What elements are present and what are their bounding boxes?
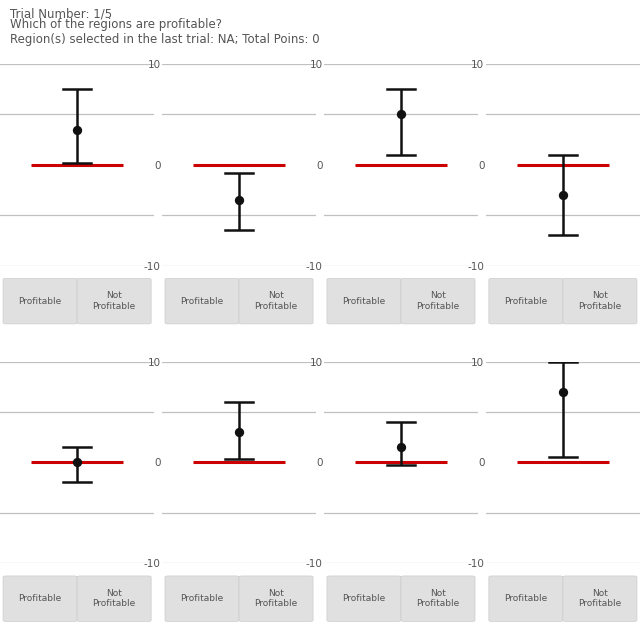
Text: Which of the regions are profitable?: Which of the regions are profitable?: [10, 18, 221, 31]
FancyBboxPatch shape: [401, 278, 475, 324]
Point: [396, 442, 406, 452]
Text: Profitable: Profitable: [180, 297, 223, 306]
FancyBboxPatch shape: [489, 278, 563, 324]
Point: [234, 427, 244, 437]
Text: Not
Profitable: Not Profitable: [255, 291, 298, 311]
Text: Region(s) selected in the last trial: NA; Total Poins: 0: Region(s) selected in the last trial: NA…: [10, 33, 319, 46]
Text: Not
Profitable: Not Profitable: [255, 589, 298, 609]
FancyBboxPatch shape: [239, 576, 313, 621]
Point: [558, 387, 568, 397]
FancyBboxPatch shape: [3, 576, 77, 621]
FancyBboxPatch shape: [489, 576, 563, 621]
Point: [72, 124, 82, 134]
Text: Not
Profitable: Not Profitable: [93, 291, 136, 311]
FancyBboxPatch shape: [563, 576, 637, 621]
FancyBboxPatch shape: [165, 278, 239, 324]
Text: Profitable: Profitable: [180, 594, 223, 603]
FancyBboxPatch shape: [563, 278, 637, 324]
FancyBboxPatch shape: [77, 576, 151, 621]
Point: [396, 109, 406, 120]
Text: Profitable: Profitable: [19, 297, 61, 306]
Text: Not
Profitable: Not Profitable: [579, 589, 621, 609]
Text: Not
Profitable: Not Profitable: [417, 589, 460, 609]
FancyBboxPatch shape: [3, 278, 77, 324]
FancyBboxPatch shape: [401, 576, 475, 621]
FancyBboxPatch shape: [165, 576, 239, 621]
Point: [234, 195, 244, 205]
Text: Trial Number: 1/5: Trial Number: 1/5: [10, 8, 112, 20]
Text: Profitable: Profitable: [504, 594, 547, 603]
Text: Not
Profitable: Not Profitable: [93, 589, 136, 609]
FancyBboxPatch shape: [327, 576, 401, 621]
FancyBboxPatch shape: [327, 278, 401, 324]
Text: Not
Profitable: Not Profitable: [579, 291, 621, 311]
FancyBboxPatch shape: [239, 278, 313, 324]
FancyBboxPatch shape: [77, 278, 151, 324]
Text: Profitable: Profitable: [504, 297, 547, 306]
Text: Not
Profitable: Not Profitable: [417, 291, 460, 311]
Text: Profitable: Profitable: [342, 594, 385, 603]
Point: [72, 457, 82, 467]
Text: Profitable: Profitable: [19, 594, 61, 603]
Point: [558, 190, 568, 200]
Text: Profitable: Profitable: [342, 297, 385, 306]
